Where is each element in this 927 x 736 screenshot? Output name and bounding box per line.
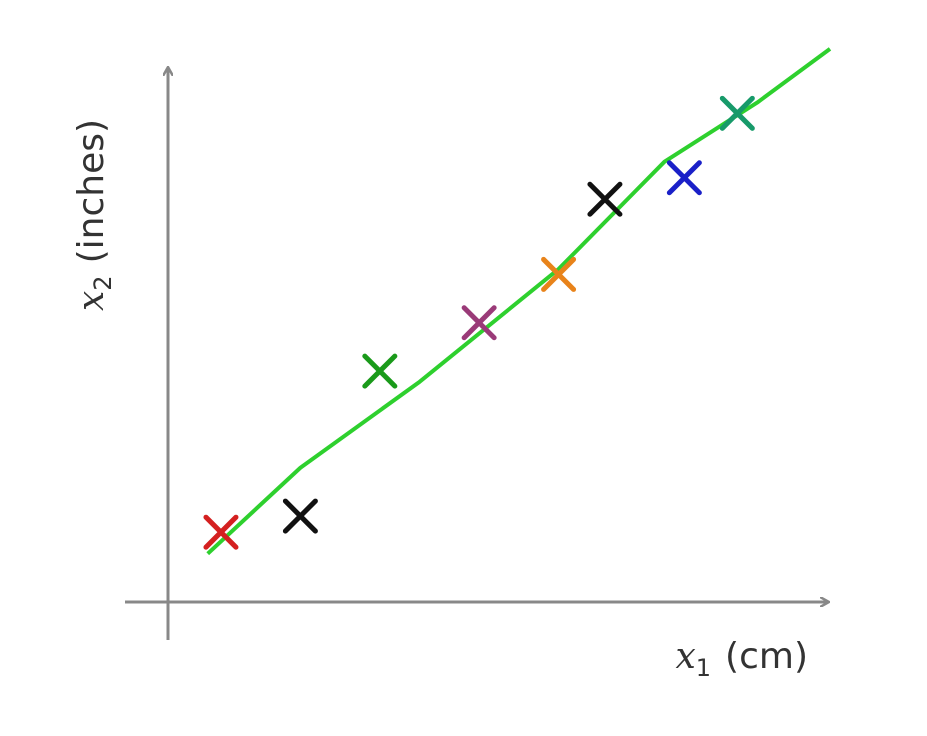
cross-stroke — [362, 353, 398, 389]
cross-stroke — [203, 514, 239, 550]
x-label-var: x — [675, 636, 695, 677]
cross-stroke — [587, 181, 623, 217]
cross-stroke — [541, 256, 577, 292]
cross-stroke — [282, 498, 318, 534]
cross-stroke — [461, 305, 497, 341]
point — [587, 181, 623, 217]
x-label-sub: 1 — [696, 654, 711, 682]
point — [719, 95, 755, 131]
point — [282, 498, 318, 534]
point — [362, 353, 398, 389]
y-label-unit: (inches) — [71, 119, 112, 263]
point — [203, 514, 239, 550]
point — [461, 305, 497, 341]
cross-stroke — [666, 160, 702, 196]
fit-line — [206, 47, 832, 556]
y-axis-label: x2 (inches) — [71, 119, 117, 311]
x-label-unit: (cm) — [725, 636, 808, 677]
cross-stroke — [719, 95, 755, 131]
y-label-var: x — [71, 291, 112, 311]
point — [541, 256, 577, 292]
point — [666, 160, 702, 196]
y-label-sub: 2 — [89, 275, 117, 290]
x-axis-label: x1 (cm) — [675, 636, 808, 682]
